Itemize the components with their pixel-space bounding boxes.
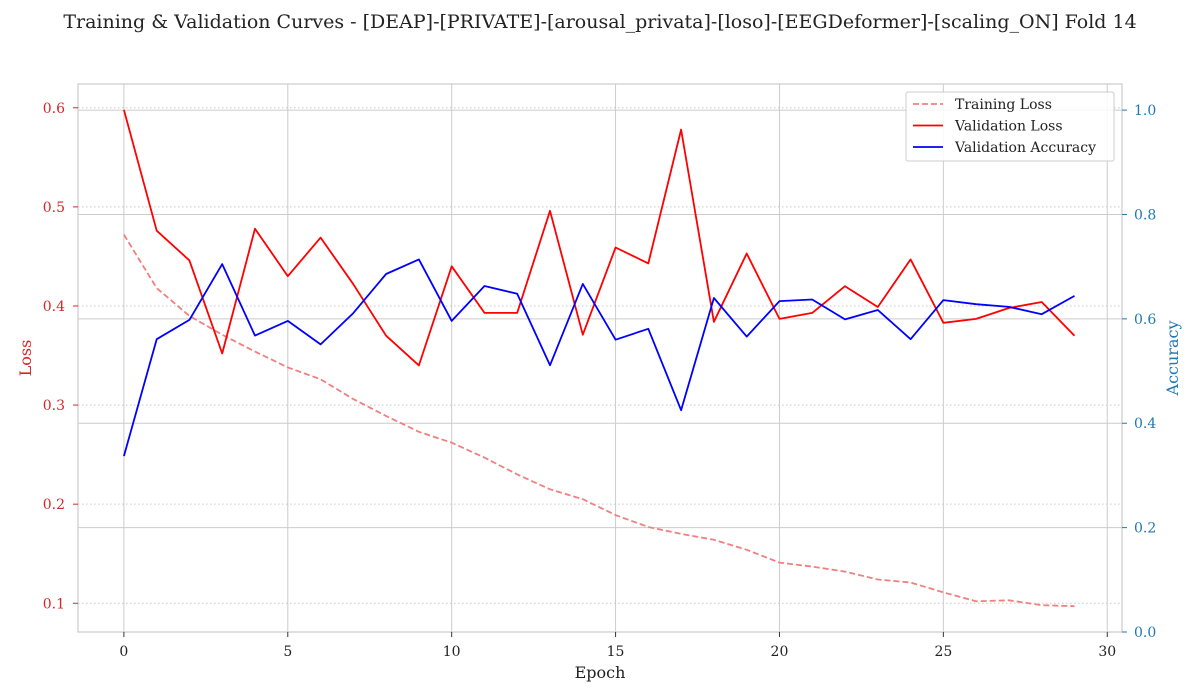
right-y-tick-label: 1.0 (1134, 103, 1156, 119)
x-axis-label: Epoch (575, 663, 626, 682)
left-y-axis-label: Loss (16, 340, 35, 377)
right-y-axis-label: Accuracy (1163, 321, 1182, 397)
right-y-tick-label: 0.0 (1134, 625, 1156, 641)
chart-title: Training & Validation Curves - [DEAP]-[P… (63, 11, 1136, 33)
legend-entry-training-loss: Training Loss (955, 97, 1052, 113)
left-y-tick-label: 0.5 (43, 200, 65, 216)
left-y-tick-label: 0.6 (43, 101, 65, 117)
validation-accuracy-line (123, 258, 1075, 457)
plot-frame (77, 83, 1123, 633)
legend: Training Loss Validation Loss Validation A… (905, 91, 1115, 162)
right-y-tick-label: 0.6 (1134, 312, 1156, 328)
x-tick-label: 30 (1098, 644, 1116, 660)
grid-lines (78, 84, 1122, 632)
right-y-tick-label: 0.8 (1134, 207, 1156, 223)
legend-box (905, 91, 1115, 162)
left-y-tick-label: 0.1 (43, 596, 65, 612)
training-loss-line (123, 234, 1075, 608)
x-tick-label: 10 (443, 644, 461, 660)
right-y-tick-label: 0.2 (1134, 521, 1156, 537)
left-y-tick-label: 0.2 (43, 497, 65, 513)
left-y-tick-label: 0.3 (43, 398, 65, 414)
legend-entry-validation-accuracy: Validation Accuracy (954, 140, 1096, 156)
series-lines (123, 109, 1076, 608)
right-y-tick-label: 0.4 (1134, 416, 1156, 432)
x-tick-label: 5 (283, 644, 292, 660)
x-tick-label: 20 (771, 644, 789, 660)
x-tick-label: 0 (119, 644, 128, 660)
legend-entry-validation-loss: Validation Loss (954, 119, 1063, 135)
validation-loss-line (123, 109, 1076, 367)
axis-ticks: 0 5 10 15 20 25 30 0.1 0.2 0.3 0.4 0.5 0.6 0.0 0.2 0.4 0… (43, 101, 1157, 660)
x-tick-label: 15 (607, 644, 625, 660)
left-y-tick-label: 0.4 (43, 299, 65, 315)
x-tick-label: 25 (934, 644, 952, 660)
